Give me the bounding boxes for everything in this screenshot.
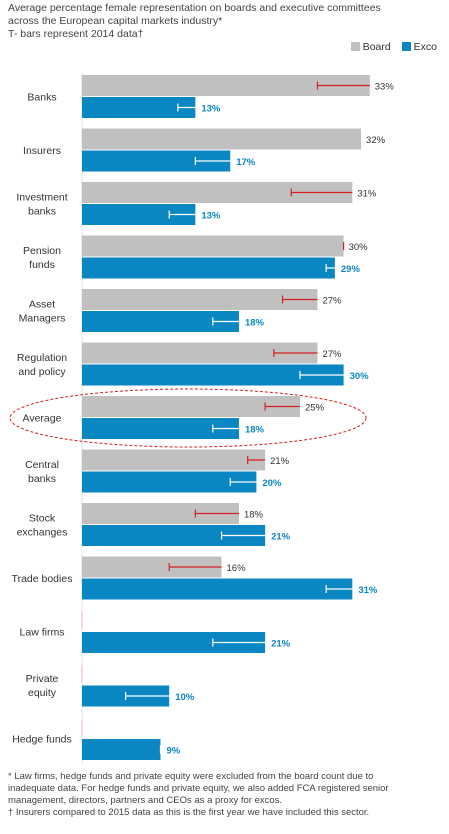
exco-value-label-stock-exchanges: 21% xyxy=(271,532,291,543)
category-label-private-equity-line-2: equity xyxy=(28,687,57,699)
category-label-hedge-funds: Hedge funds xyxy=(12,734,72,746)
category-label-asset-managers-line-2: Managers xyxy=(19,313,66,325)
category-label-trade-bodies: Trade bodies xyxy=(12,573,73,585)
exco-bar-regulation-and-policy xyxy=(82,364,344,386)
legend-item-exco: Exco xyxy=(401,41,437,53)
category-label-investment-banks-line-1: Investment xyxy=(16,192,67,204)
board-bar-pension-funds xyxy=(82,235,344,257)
chart-title: Average percentage female representation… xyxy=(8,2,443,41)
exco-value-label-law-firms: 21% xyxy=(271,639,291,650)
exco-bar-pension-funds xyxy=(82,257,335,279)
board-bar-average xyxy=(82,396,300,417)
legend-label-board: Board xyxy=(362,41,391,53)
title-line-1: Average percentage female representation… xyxy=(8,2,381,14)
exco-value-label-average: 18% xyxy=(245,425,265,436)
board-value-label-banks: 33% xyxy=(375,82,395,93)
exco-bar-central-banks xyxy=(82,471,257,493)
exco-bar-trade-bodies xyxy=(82,578,353,600)
exco-bar-asset-managers xyxy=(82,311,239,332)
category-label-regulation-and-policy-line-1: Regulation xyxy=(17,352,67,364)
board-value-label-stock-exchanges: 18% xyxy=(244,510,264,521)
category-label-investment-banks-line-2: banks xyxy=(28,206,56,218)
legend-swatch-board xyxy=(350,42,360,51)
footnote-line-2: inadequate data. For hedge funds and pri… xyxy=(8,783,389,794)
exco-value-label-investment-banks: 13% xyxy=(201,211,221,222)
average-highlight-ellipse xyxy=(9,388,367,448)
legend-swatch-exco xyxy=(401,42,411,51)
footnote-line-4: † Insurers compared to 2015 data as this… xyxy=(8,807,370,818)
board-value-label-average: 25% xyxy=(305,403,325,414)
category-label-law-firms: Law firms xyxy=(20,627,65,639)
exco-value-label-insurers: 17% xyxy=(236,157,256,168)
board-value-label-asset-managers: 27% xyxy=(322,296,342,307)
exco-bar-law-firms xyxy=(82,632,266,653)
category-label-private-equity-line-1: Private xyxy=(26,673,59,685)
exco-value-label-trade-bodies: 31% xyxy=(358,585,378,596)
exco-value-label-central-banks: 20% xyxy=(262,478,282,489)
title-line-3: T- bars represent 2014 data† xyxy=(8,28,144,40)
category-label-insurers: Insurers xyxy=(23,145,61,157)
exco-value-label-hedge-funds: 9% xyxy=(166,746,180,757)
exco-value-label-pension-funds: 29% xyxy=(341,264,361,275)
category-label-stock-exchanges-line-2: exchanges xyxy=(17,527,68,539)
footnotes: * Law firms, hedge funds and private equ… xyxy=(8,771,443,819)
board-value-label-pension-funds: 30% xyxy=(349,242,369,253)
category-label-central-banks-line-1: Central xyxy=(25,459,59,471)
category-label-pension-funds-line-2: funds xyxy=(29,259,55,271)
exco-bar-banks xyxy=(82,97,196,118)
board-value-label-investment-banks: 31% xyxy=(357,189,377,200)
exco-value-label-banks: 13% xyxy=(201,104,221,115)
category-label-regulation-and-policy-line-2: and policy xyxy=(18,366,66,378)
board-bar-regulation-and-policy xyxy=(82,342,318,364)
board-bar-stock-exchanges xyxy=(82,503,239,524)
footnote-line-1: * Law firms, hedge funds and private equ… xyxy=(8,771,374,782)
exco-bar-insurers xyxy=(82,150,231,172)
exco-bar-average xyxy=(82,418,239,439)
category-label-pension-funds-line-1: Pension xyxy=(23,245,61,257)
board-value-label-regulation-and-policy: 27% xyxy=(322,349,342,360)
board-bar-asset-managers xyxy=(82,289,318,310)
board-bar-investment-banks xyxy=(82,182,353,203)
category-label-central-banks-line-2: banks xyxy=(28,473,56,485)
category-label-banks: Banks xyxy=(27,92,56,104)
chart-legend: Board Exco xyxy=(343,41,437,53)
board-bar-insurers xyxy=(82,128,362,150)
board-bar-central-banks xyxy=(82,449,266,471)
category-label-stock-exchanges-line-1: Stock xyxy=(29,513,56,525)
footnote-line-3: management, directors, partners and CEOs… xyxy=(8,795,283,806)
legend-item-board: Board xyxy=(350,41,391,53)
board-value-label-trade-bodies: 16% xyxy=(227,563,247,574)
category-label-average: Average xyxy=(23,413,62,425)
exco-bar-investment-banks xyxy=(82,204,196,225)
board-bar-trade-bodies xyxy=(82,556,222,578)
category-label-asset-managers-line-1: Asset xyxy=(29,299,55,311)
title-line-2: across the European capital markets indu… xyxy=(8,15,223,27)
exco-bar-stock-exchanges xyxy=(82,525,266,546)
board-bar-banks xyxy=(82,75,370,96)
legend-label-exco: Exco xyxy=(413,41,437,53)
exco-bar-hedge-funds xyxy=(82,739,161,760)
exco-value-label-private-equity: 10% xyxy=(175,692,195,703)
exco-value-label-regulation-and-policy: 30% xyxy=(350,371,370,382)
board-value-label-central-banks: 21% xyxy=(270,456,290,467)
board-value-label-insurers: 32% xyxy=(366,135,386,146)
exco-value-label-asset-managers: 18% xyxy=(245,318,265,329)
